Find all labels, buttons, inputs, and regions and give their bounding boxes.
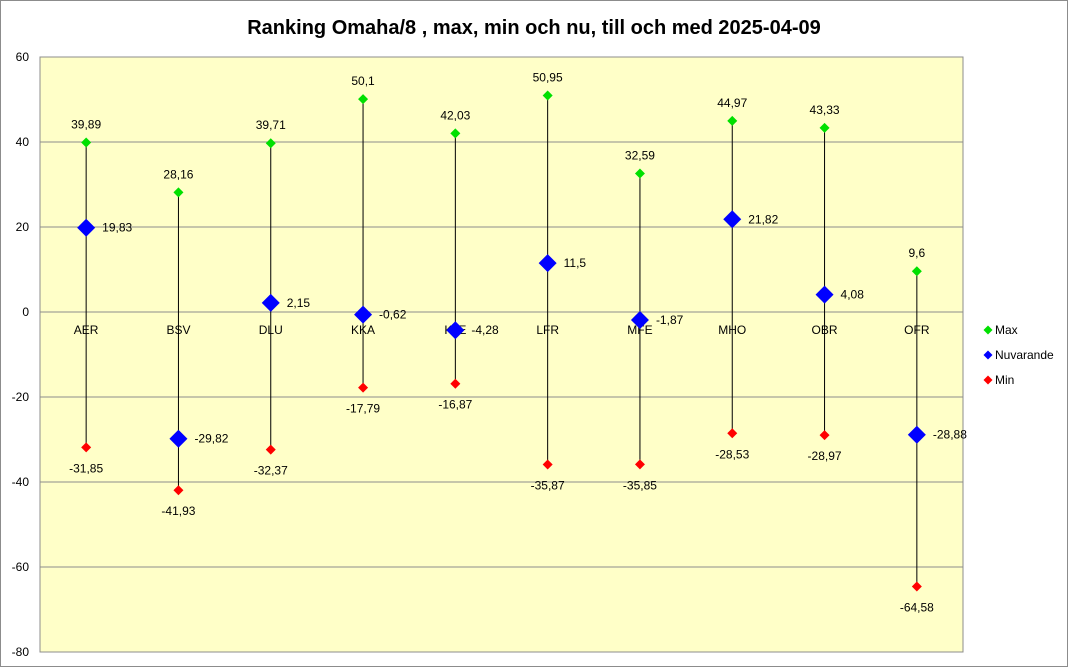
- data-label-min: -17,79: [346, 402, 380, 416]
- legend: Max Nuvarande Min: [983, 323, 1054, 387]
- data-label-max: 43,33: [810, 103, 840, 117]
- data-label-min: -16,87: [438, 398, 472, 412]
- data-label-min: -35,87: [531, 478, 565, 492]
- data-label-max: 9,6: [909, 246, 926, 260]
- chart-title: Ranking Omaha/8 , max, min och nu, till …: [247, 17, 821, 39]
- data-label-max: 50,95: [533, 70, 563, 84]
- data-point-max: [634, 168, 645, 179]
- data-label-nuvarande: 4,08: [841, 288, 865, 302]
- grid-layer: [40, 141, 963, 568]
- x-tick-label: MFE: [627, 323, 652, 337]
- data-point-max: [265, 138, 276, 149]
- data-label-min: -28,97: [808, 449, 842, 463]
- data-markers: [77, 90, 926, 592]
- data-point-min: [727, 428, 738, 439]
- y-tick-label: -80: [12, 645, 30, 659]
- data-label-max: 28,16: [163, 167, 193, 181]
- x-tick-label: OFR: [904, 323, 930, 337]
- data-point-min: [634, 459, 645, 470]
- data-point-max: [81, 137, 92, 148]
- plot-area: [39, 56, 964, 653]
- x-tick-label: LFR: [536, 323, 559, 337]
- data-point-nuvarande: [630, 310, 649, 329]
- data-point-nuvarande: [261, 293, 280, 312]
- data-point-nuvarande: [354, 305, 373, 324]
- y-tick-label: 40: [16, 135, 30, 149]
- data-label-min: -31,85: [69, 461, 103, 475]
- data-label-max: 39,71: [256, 118, 286, 132]
- data-point-min: [173, 485, 184, 496]
- data-label-max: 32,59: [625, 148, 655, 162]
- data-label-min: -41,93: [161, 504, 195, 518]
- data-label-nuvarande: 2,15: [287, 296, 311, 310]
- data-point-min: [358, 382, 369, 393]
- data-point-min: [450, 378, 461, 389]
- data-label-nuvarande: -4,28: [471, 323, 499, 337]
- x-axis: AERBSVDLUKKAKJELFRMFEMHOOBROFR: [74, 323, 930, 337]
- legend-label: Nuvarande: [995, 348, 1054, 362]
- x-tick-label: OBR: [812, 323, 838, 337]
- legend-marker-max: [983, 325, 993, 335]
- data-label-min: -32,37: [254, 464, 288, 478]
- legend-label: Min: [995, 373, 1014, 387]
- data-point-min: [911, 581, 922, 592]
- data-label-nuvarande: -29,82: [194, 432, 228, 446]
- data-label-min: -28,53: [715, 447, 749, 461]
- y-tick-label: 60: [16, 50, 30, 64]
- x-tick-label: KKA: [351, 323, 375, 337]
- data-label-nuvarande: -28,88: [933, 428, 967, 442]
- data-label-nuvarande: 21,82: [748, 212, 778, 226]
- y-tick-label: 20: [16, 220, 30, 234]
- data-label-max: 42,03: [440, 108, 470, 122]
- legend-marker-nuvarande: [983, 350, 993, 360]
- data-point-nuvarande: [77, 218, 96, 237]
- y-axis: -80 -60 -40 -20 0 20 40 60: [12, 50, 30, 659]
- data-point-min: [819, 430, 830, 441]
- data-point-min: [542, 459, 553, 470]
- data-point-max: [727, 115, 738, 126]
- data-point-min: [265, 444, 276, 455]
- data-point-max: [542, 90, 553, 101]
- legend-marker-min: [983, 375, 993, 385]
- data-labels: 39,89 19,83 -31,85 28,16 -29,82 -41,93 39,71 2,…: [69, 70, 967, 614]
- data-label-max: 44,97: [717, 96, 747, 110]
- y-tick-label: -60: [12, 560, 30, 574]
- data-point-nuvarande: [446, 321, 465, 340]
- data-point-max: [911, 266, 922, 277]
- legend-label: Max: [995, 323, 1018, 337]
- data-label-max: 39,89: [71, 117, 101, 131]
- y-tick-label: 0: [22, 305, 29, 319]
- data-point-max: [358, 94, 369, 105]
- data-label-nuvarande: 19,83: [102, 221, 132, 235]
- data-point-max: [819, 122, 830, 133]
- data-label-nuvarande: -0,62: [379, 308, 407, 322]
- data-label-max: 50,1: [351, 74, 375, 88]
- x-tick-label: DLU: [259, 323, 283, 337]
- y-tick-label: -40: [12, 475, 30, 489]
- data-label-nuvarande: 11,5: [564, 256, 587, 270]
- x-tick-label: BSV: [166, 323, 190, 337]
- data-point-max: [450, 128, 461, 139]
- data-point-nuvarande: [538, 254, 557, 273]
- data-point-max: [173, 187, 184, 198]
- data-point-nuvarande: [169, 429, 188, 448]
- x-tick-label: AER: [74, 323, 99, 337]
- data-label-min: -35,85: [623, 478, 657, 492]
- y-tick-label: -20: [12, 390, 30, 404]
- data-point-min: [81, 442, 92, 453]
- data-point-nuvarande: [815, 285, 834, 304]
- data-label-min: -64,58: [900, 600, 934, 614]
- data-label-nuvarande: -1,87: [656, 313, 684, 327]
- x-tick-label: MHO: [718, 323, 746, 337]
- data-point-nuvarande: [723, 210, 742, 229]
- data-point-nuvarande: [907, 425, 926, 444]
